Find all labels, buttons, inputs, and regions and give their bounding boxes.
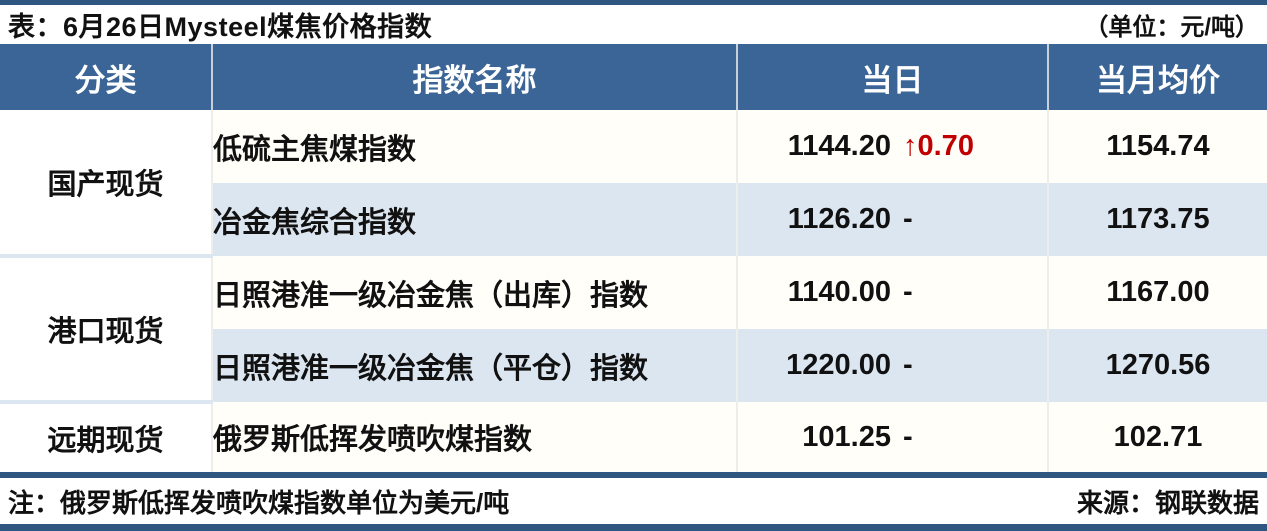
change-up-indicator: ↑0.70 <box>903 130 974 162</box>
top-rule <box>0 0 1267 5</box>
col-header-category: 分类 <box>0 44 213 110</box>
change-flat-indicator: - <box>903 420 913 453</box>
today-value-cell: 101.25- <box>737 402 1049 472</box>
today-value: 101.25 <box>802 420 891 453</box>
table-row: 港口现货 日照港准一级冶金焦（出库）指数 1140.00- 1167.00 <box>0 256 1267 404</box>
index-name-cell: 日照港准一级冶金焦（出库）指数 <box>212 256 738 329</box>
footer-band: 注：俄罗斯低挥发喷吹煤指数单位为美元/吨 来源：钢联数据 <box>0 478 1267 524</box>
index-name-cell: 冶金焦综合指数 <box>212 183 738 256</box>
change-flat-indicator: - <box>903 203 913 235</box>
table-row: 冶金焦综合指数 1126.20- 1173.75 <box>0 183 1267 256</box>
col-header-month-avg: 当月均价 <box>1048 44 1267 110</box>
month-avg-cell: 1167.00 <box>1048 256 1267 329</box>
bottom-rule <box>0 524 1267 531</box>
header-row: 分类 指数名称 当日 当月均价 <box>0 44 1267 110</box>
change-flat-indicator: - <box>903 349 913 381</box>
table-row: 远期现货 俄罗斯低挥发喷吹煤指数 101.25- 102.71 <box>0 402 1267 472</box>
table-row: 日照港准一级冶金焦（平仓）指数 1220.00- 1270.56 <box>0 329 1267 402</box>
mid-rule <box>0 472 1267 478</box>
today-value-cell: 1126.20- <box>737 183 1049 256</box>
source-label: 来源：钢联数据 <box>1076 487 1259 518</box>
month-avg-cell: 1173.75 <box>1048 183 1267 256</box>
today-value: 1220.00 <box>786 349 891 381</box>
unit-label: （单位：元/吨） <box>1084 14 1259 41</box>
category-cell-domestic: 国产现货 <box>0 110 213 258</box>
change-flat-indicator: - <box>903 276 913 308</box>
today-value: 1126.20 <box>787 203 891 235</box>
today-value: 1144.20 <box>787 130 891 162</box>
page-title: 表：6月26日Mysteel煤焦价格指数 <box>8 12 433 42</box>
month-avg-cell: 102.71 <box>1048 402 1267 472</box>
category-cell-forward: 远期现货 <box>0 402 213 472</box>
today-value-cell: 1144.20 ↑0.70 <box>737 110 1049 183</box>
col-header-index-name: 指数名称 <box>212 44 738 110</box>
price-index-table: 分类 指数名称 当日 当月均价 国产现货 低硫主焦煤指数 1144.20 ↑0.7… <box>0 44 1267 472</box>
today-value: 1140.00 <box>787 276 891 308</box>
col-header-today: 当日 <box>737 44 1049 110</box>
index-name-cell: 低硫主焦煤指数 <box>212 110 738 183</box>
footnote: 注：俄罗斯低挥发喷吹煤指数单位为美元/吨 <box>8 487 510 518</box>
month-avg-cell: 1154.74 <box>1048 110 1267 183</box>
today-value-cell: 1140.00- <box>737 256 1049 329</box>
index-name-cell: 日照港准一级冶金焦（平仓）指数 <box>212 329 738 402</box>
title-band: 表：6月26日Mysteel煤焦价格指数 （单位：元/吨） <box>0 5 1267 44</box>
table-row: 国产现货 低硫主焦煤指数 1144.20 ↑0.70 1154.74 <box>0 110 1267 258</box>
category-cell-port: 港口现货 <box>0 256 213 404</box>
index-name-cell: 俄罗斯低挥发喷吹煤指数 <box>212 402 738 472</box>
today-value-cell: 1220.00- <box>737 329 1049 402</box>
month-avg-cell: 1270.56 <box>1048 329 1267 402</box>
